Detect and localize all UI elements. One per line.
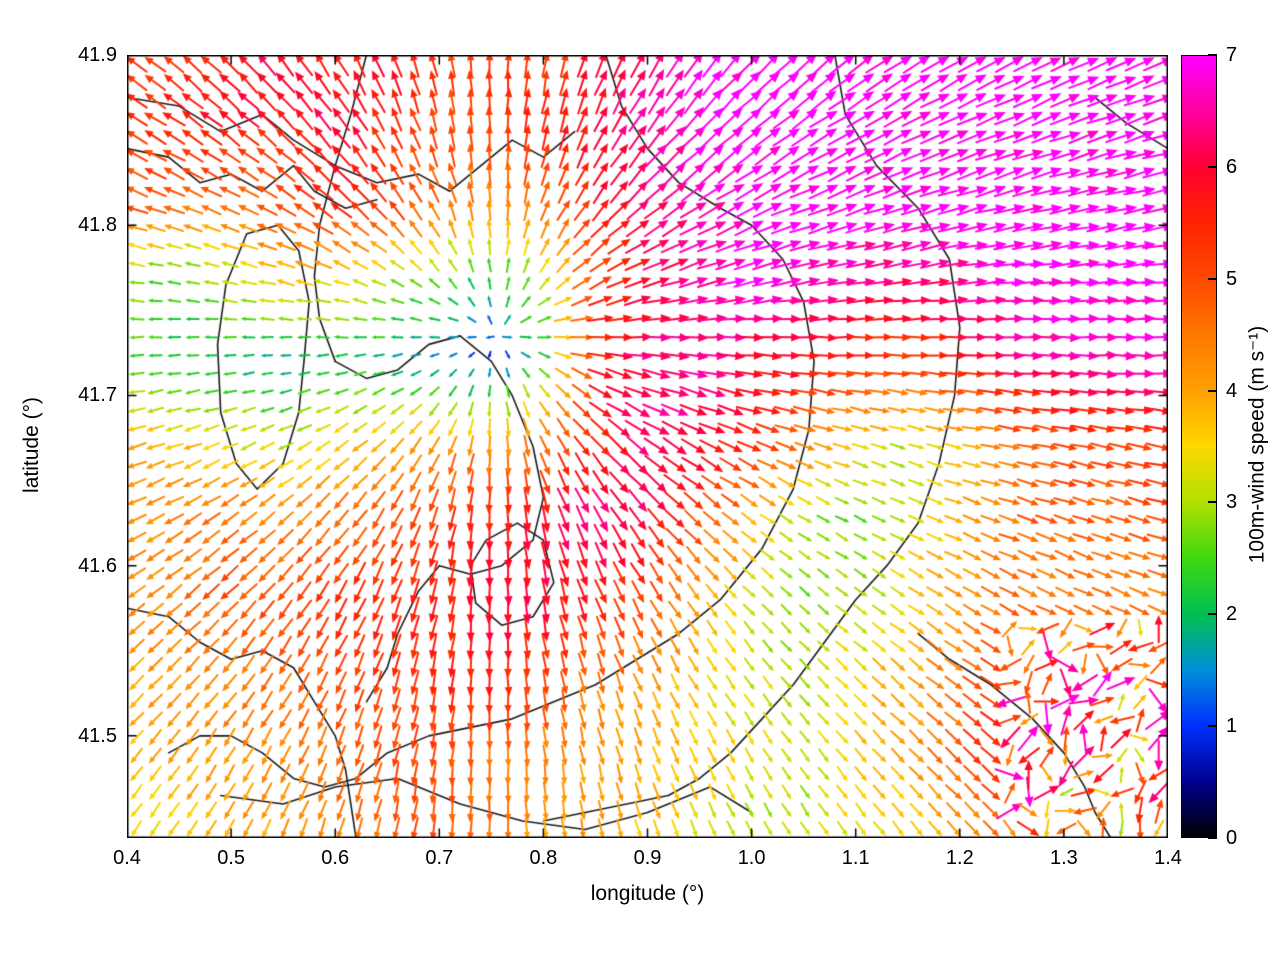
colorbar-tick-label: 6 [1226,155,1238,178]
x-tick-label: 1.1 [841,847,870,869]
colorbar-tickmark [1208,277,1217,280]
x-tick-label: 0.6 [321,847,350,869]
colorbar-tick-label: 7 [1226,44,1238,66]
quiver-plot-canvas [127,55,1168,838]
y-tick-label: 41.7 [78,384,117,407]
y-tick-label: 41.9 [78,44,117,66]
colorbar-gradient [1181,55,1217,838]
colorbar-tick-label: 3 [1226,491,1238,514]
colorbar-tickmark [1208,837,1217,839]
x-tick-label: 0.9 [633,847,662,869]
x-tick-label: 0.5 [217,847,245,869]
y-axis-title: latitude (°) [20,397,43,493]
x-tick-label: 0.7 [425,847,454,869]
colorbar-tick-label: 1 [1226,715,1238,738]
colorbar-tick-label: 5 [1226,267,1238,290]
x-tick-label: 1.3 [1049,847,1078,869]
colorbar-tick-label: 4 [1226,379,1238,402]
colorbar-tickmark [1208,613,1217,616]
y-tick-label: 41.8 [78,214,117,237]
x-tick-label: 1.2 [945,847,974,869]
colorbar-tickmark [1208,501,1217,504]
colorbar-tick-label: 2 [1226,603,1238,626]
x-tick-label: 1.4 [1154,847,1182,869]
colorbar-title: 100m-wind speed (m s⁻¹) [1245,325,1269,564]
y-tick-label: 41.5 [78,724,117,747]
colorbar-tick-label: 0 [1226,827,1238,849]
x-tick-label: 0.8 [529,847,558,869]
x-tick-label: 1.0 [737,847,766,869]
x-tick-label: 0.4 [113,847,141,869]
colorbar-tickmark [1208,725,1217,728]
colorbar-tickmark [1208,165,1217,168]
colorbar-tickmark [1208,389,1217,392]
x-axis-title: longitude (°) [590,882,705,905]
colorbar-tickmark [1208,54,1217,56]
y-tick-label: 41.6 [78,554,117,577]
